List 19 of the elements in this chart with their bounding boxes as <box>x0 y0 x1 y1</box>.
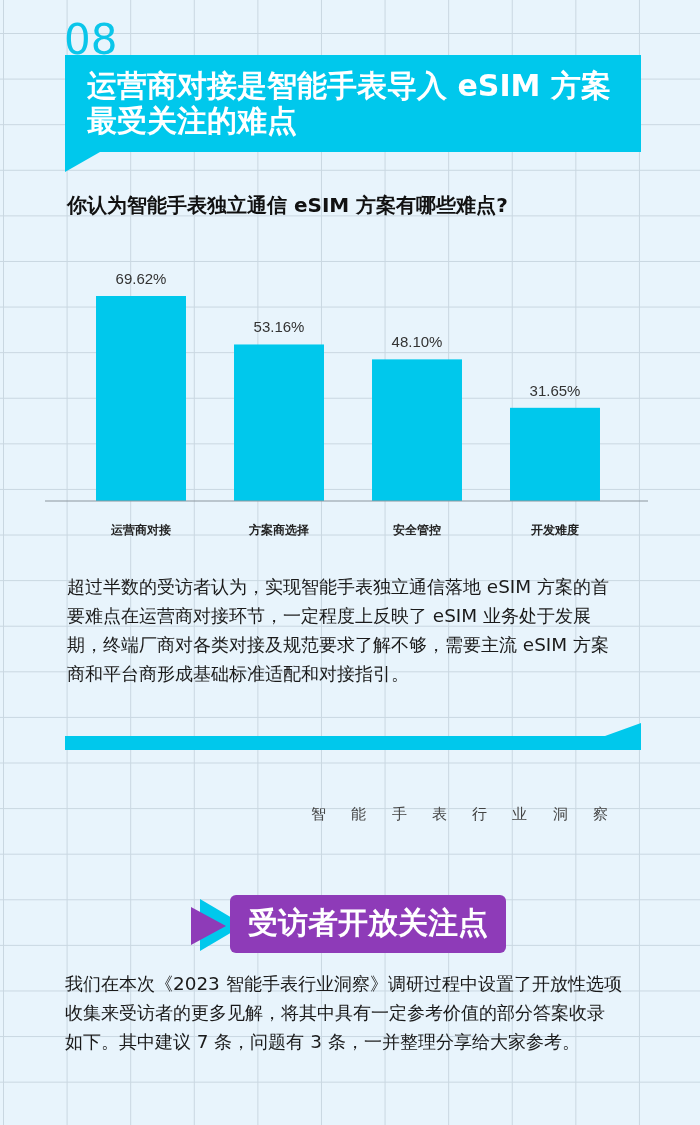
data-label: 48.10% <box>391 333 443 351</box>
text: 超过半数的受访者认为，实现智能手表独立通信落地 eSIM 方案的首要难点在运营商对接环节，一定程度上反映了 eSIM 业务处于发展期，终端厂商对各类对接及规范要求了解不够，需要主流 eSIM 方案商和平台商形成基础标准适配和对接指引。 <box>67 576 609 684</box>
bar <box>510 407 600 501</box>
x-tick-label: 方案商选择 <box>248 523 309 537</box>
data-label: 69.62% <box>115 270 167 287</box>
text: 08 <box>64 15 118 64</box>
chart-subtitle: 你认为智能手表独立通信 eSIM 方案有哪些难点? <box>66 193 508 217</box>
text: 我们在本次《2023 智能手表行业洞察》调研过程中设置了开放性选项收集来受访者的更多见解，将其中具有一定参考价值的部分答案收录如下。其中建议 7 条，问题有 3 条，一并整理分享给大家参考。 <box>65 973 622 1052</box>
x-tick-label: 安全管控 <box>393 523 441 537</box>
text: 智能手表行业洞察 <box>311 805 608 822</box>
chart-title: 运营商对接是智能手表导入 eSIM 方案最受关注的难点 <box>86 68 611 138</box>
data-label: 53.16% <box>253 318 305 336</box>
x-tick-label: 开发难度 <box>530 523 579 537</box>
data-label: 31.65% <box>529 381 581 399</box>
bar <box>96 296 186 501</box>
x-tick-label: 运营商对接 <box>110 523 171 537</box>
bar <box>234 344 324 501</box>
bar <box>372 359 462 501</box>
text: 受访者开放关注点 <box>248 906 488 939</box>
